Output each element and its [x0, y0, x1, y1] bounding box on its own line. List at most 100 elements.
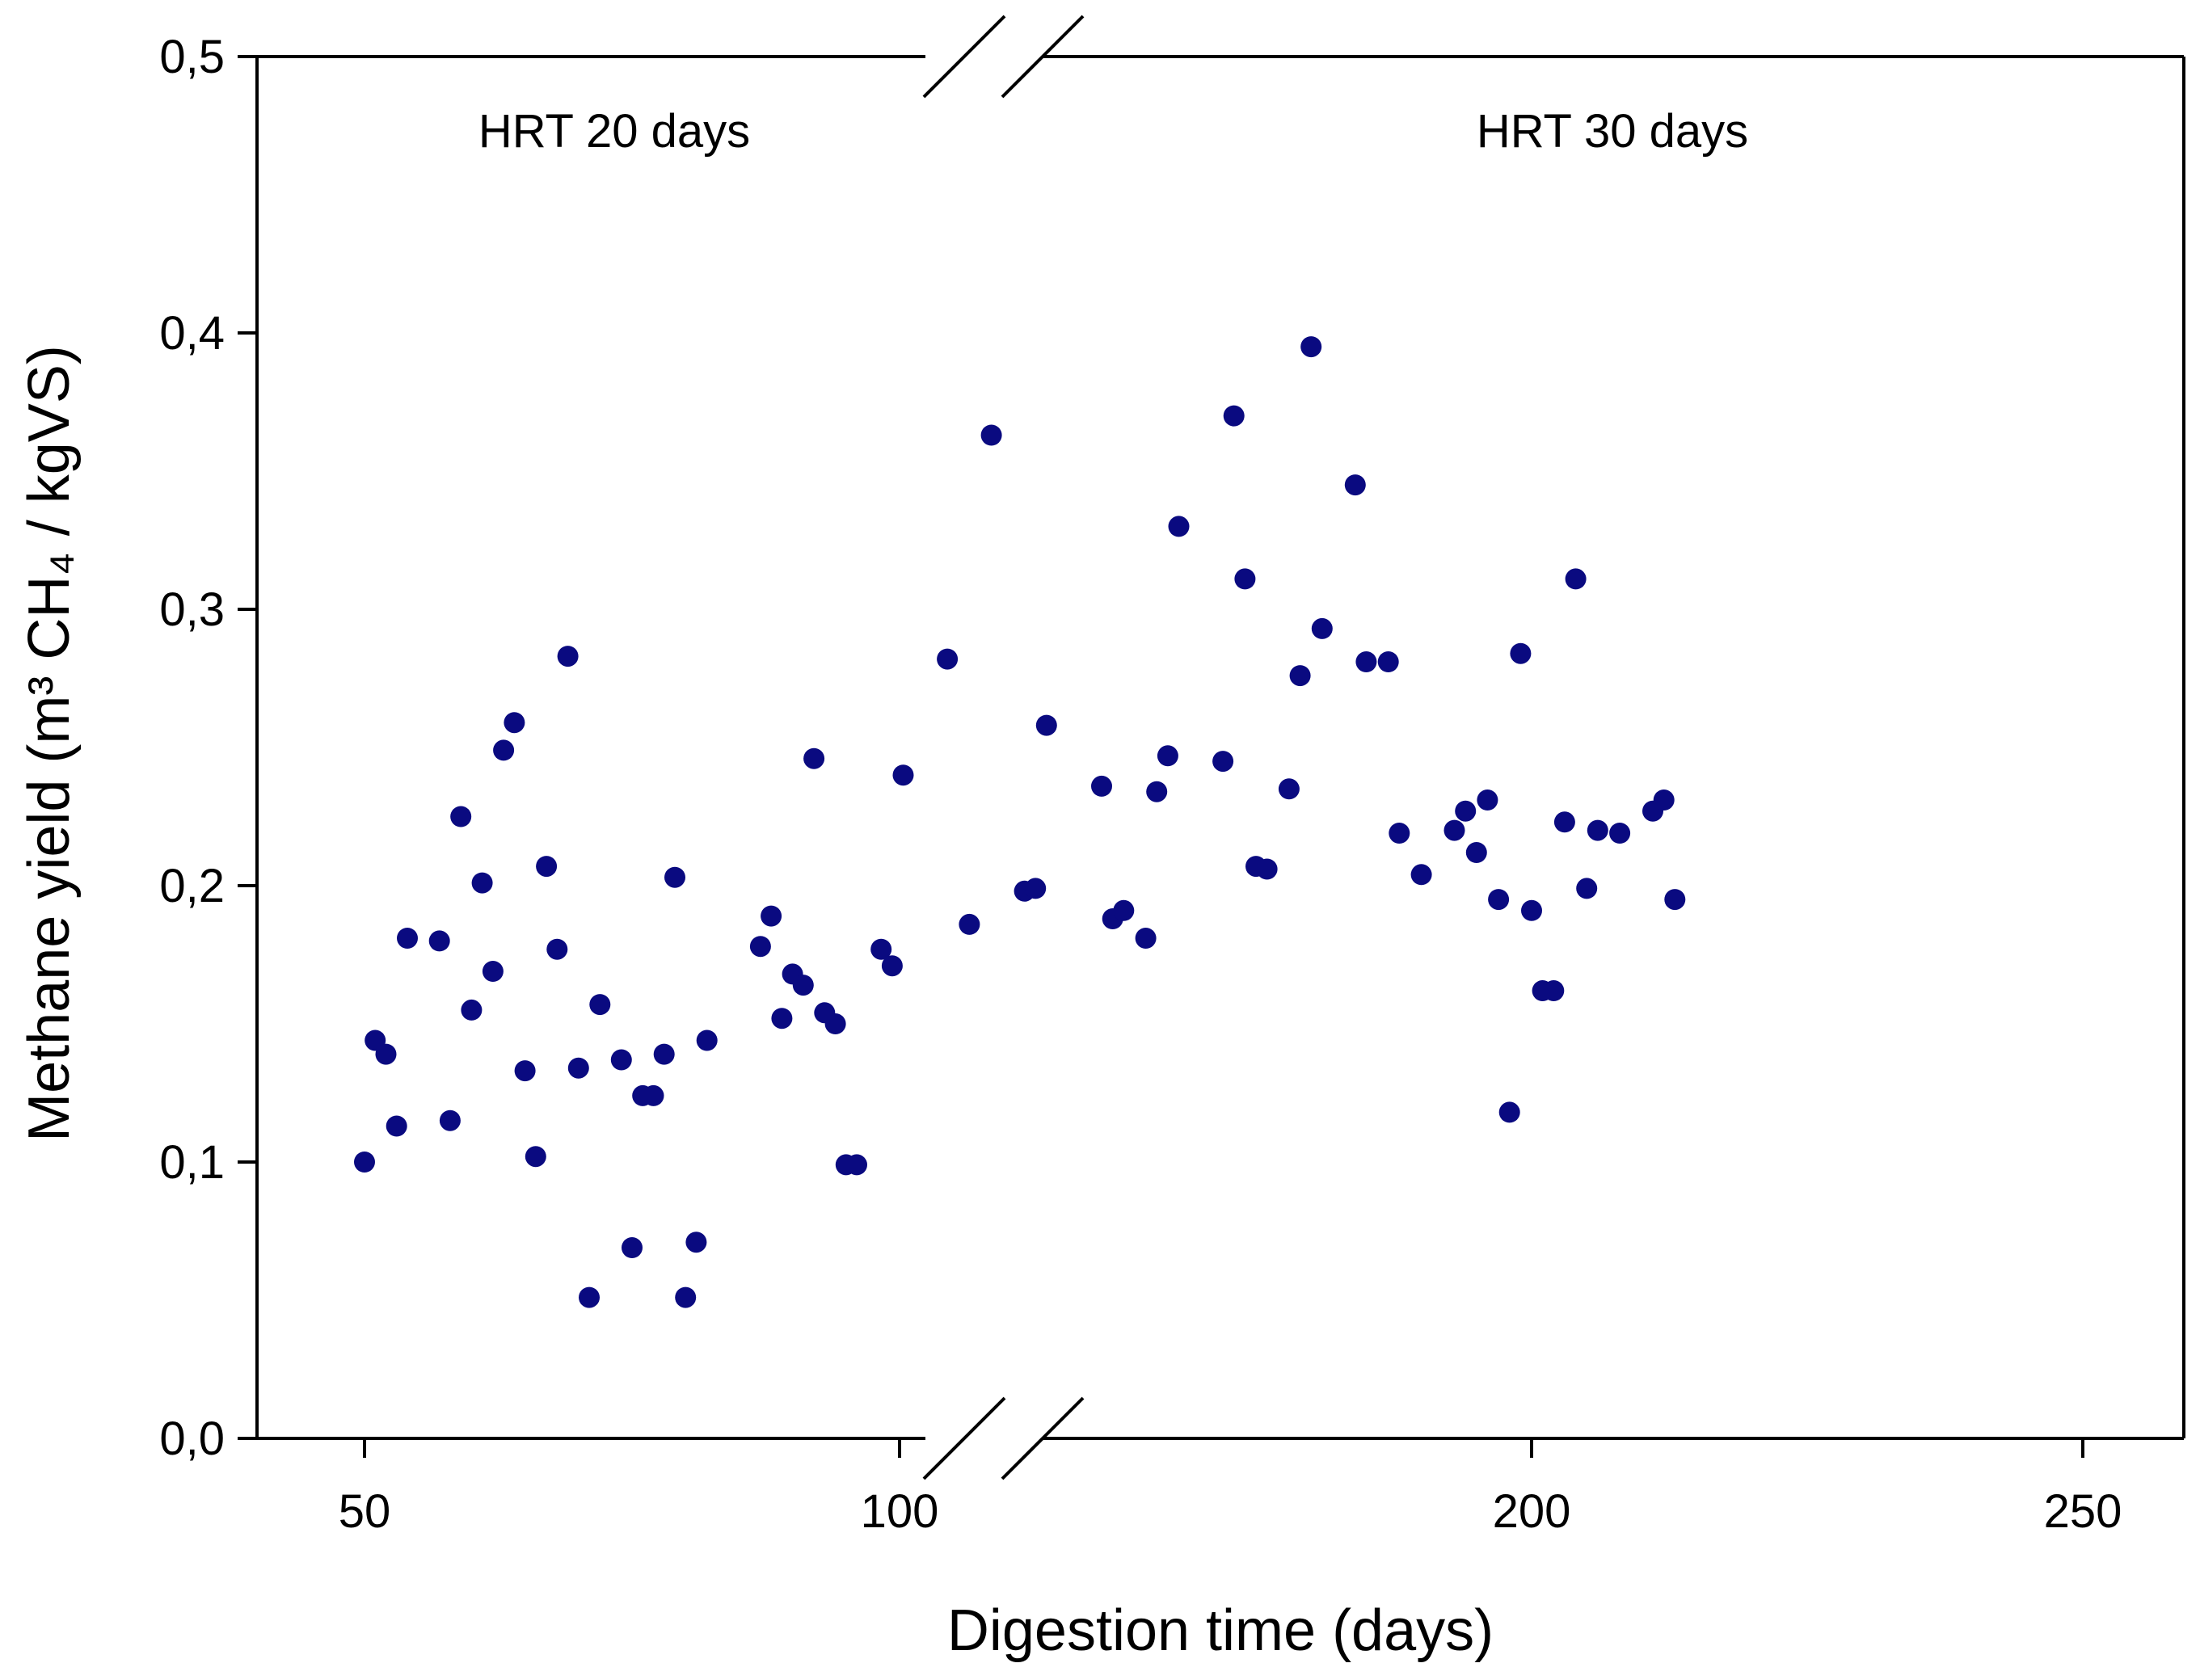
data-point-series-1 — [685, 1232, 707, 1253]
data-point-series-2 — [1300, 336, 1322, 358]
data-point-series-1 — [514, 1060, 536, 1082]
y-tick-label: 0,2 — [159, 860, 225, 912]
data-point-series-2 — [1035, 714, 1057, 736]
data-point-series-1 — [428, 930, 450, 952]
data-point-series-2 — [1477, 789, 1498, 811]
data-point-series-2 — [1377, 651, 1399, 672]
data-point-series-2 — [892, 764, 914, 786]
break-slash-bottom-1 — [922, 1396, 1006, 1480]
data-point-series-1 — [354, 1152, 375, 1173]
data-point-series-2 — [1256, 858, 1278, 880]
data-point-series-2 — [881, 955, 903, 977]
plot-frame — [255, 55, 2185, 1440]
data-point-series-2 — [1609, 823, 1631, 844]
data-point-series-1 — [761, 905, 782, 927]
y-tick-label: 0,5 — [159, 31, 225, 83]
annotation-hrt-20: HRT 20 days — [478, 105, 750, 158]
data-point-series-2 — [1543, 980, 1565, 1001]
y-axis-label: Methane yield (m³ CH₄ / kgVS) — [17, 345, 82, 1142]
data-point-series-1 — [664, 866, 685, 888]
data-point-series-1 — [375, 1043, 397, 1065]
data-point-series-2 — [1510, 642, 1532, 664]
data-point-series-2 — [1157, 745, 1178, 767]
break-slash-top-1 — [922, 15, 1006, 99]
x-tick-label: 50 — [339, 1485, 391, 1538]
data-point-series-1 — [824, 1013, 846, 1034]
y-tick-label: 0,1 — [159, 1136, 225, 1189]
data-point-series-1 — [439, 1109, 461, 1131]
data-point-series-2 — [870, 938, 892, 960]
break-slash-top-2 — [1001, 15, 1085, 99]
data-point-series-2 — [1344, 474, 1366, 496]
x-axis-label: Digestion time (days) — [947, 1598, 1494, 1663]
data-point-series-1 — [397, 928, 418, 949]
data-point-series-1 — [803, 747, 825, 769]
data-point-series-1 — [482, 961, 504, 982]
data-point-series-2 — [1465, 842, 1487, 863]
y-tick-label: 0,4 — [159, 307, 225, 360]
data-point-series-2 — [980, 424, 1002, 446]
data-point-series-2 — [1498, 1101, 1520, 1123]
x-tick-label: 250 — [2044, 1485, 2122, 1538]
data-point-series-2 — [1146, 781, 1168, 802]
data-point-series-2 — [1587, 819, 1608, 841]
data-point-series-2 — [1355, 651, 1377, 672]
data-point-series-2 — [1389, 823, 1410, 844]
data-point-series-1 — [696, 1029, 718, 1051]
x-tick-label: 100 — [861, 1485, 939, 1538]
data-point-series-2 — [1455, 800, 1477, 822]
data-point-series-2 — [1553, 811, 1575, 833]
data-point-series-1 — [622, 1237, 643, 1258]
data-point-series-2 — [1168, 516, 1190, 537]
data-point-series-1 — [610, 1049, 632, 1071]
data-point-series-2 — [1234, 568, 1256, 590]
data-point-series-2 — [1410, 864, 1432, 886]
data-point-series-1 — [536, 856, 558, 878]
data-point-series-1 — [386, 1115, 407, 1137]
data-point-series-1 — [771, 1008, 793, 1029]
data-point-series-1 — [567, 1057, 589, 1079]
y-axis-ticks: 0,0 0,1 0,2 0,3 0,4 0,5 — [159, 31, 257, 1465]
data-point-series-1 — [504, 712, 525, 734]
data-point-series-2 — [1664, 889, 1686, 911]
data-point-series-2 — [1091, 775, 1112, 797]
data-point-series-2 — [1576, 878, 1598, 899]
x-axis-ticks: 50 100 200 250 — [339, 1438, 2122, 1538]
data-point-series-2 — [1113, 899, 1135, 921]
data-point-series-2 — [1025, 878, 1047, 899]
y-tick-label: 0,0 — [159, 1413, 225, 1465]
data-point-series-2 — [959, 913, 980, 935]
break-slash-bottom-2 — [1001, 1396, 1085, 1480]
data-point-series-2 — [1653, 789, 1675, 811]
data-point-series-1 — [525, 1146, 546, 1168]
axis-break — [922, 15, 1085, 1480]
data-point-series-2 — [1278, 778, 1300, 800]
data-point-series-1 — [471, 872, 493, 894]
data-point-series-1 — [557, 646, 579, 667]
data-point-series-1 — [749, 936, 771, 958]
data-point-series-2 — [1289, 665, 1311, 687]
data-point-series-2 — [1565, 568, 1587, 590]
data-point-series-1 — [653, 1043, 675, 1065]
data-point-series-1 — [675, 1286, 697, 1308]
data-points — [354, 336, 1686, 1308]
data-point-series-1 — [546, 938, 568, 960]
data-point-series-1 — [792, 975, 814, 996]
annotation-hrt-30: HRT 30 days — [1477, 105, 1748, 158]
data-point-series-2 — [1135, 928, 1157, 949]
data-point-series-2 — [1443, 819, 1465, 841]
data-point-series-2 — [1223, 405, 1245, 427]
x-tick-label: 200 — [1493, 1485, 1571, 1538]
data-point-series-1 — [450, 806, 472, 827]
data-point-series-1 — [579, 1286, 600, 1308]
data-point-series-1 — [589, 994, 611, 1016]
y-tick-label: 0,3 — [159, 583, 225, 636]
data-point-series-2 — [937, 648, 959, 670]
data-point-series-2 — [1488, 889, 1510, 911]
data-point-series-2 — [1311, 617, 1333, 639]
data-point-series-1 — [643, 1084, 664, 1106]
data-point-series-2 — [1212, 751, 1234, 773]
data-point-series-1 — [846, 1154, 867, 1176]
